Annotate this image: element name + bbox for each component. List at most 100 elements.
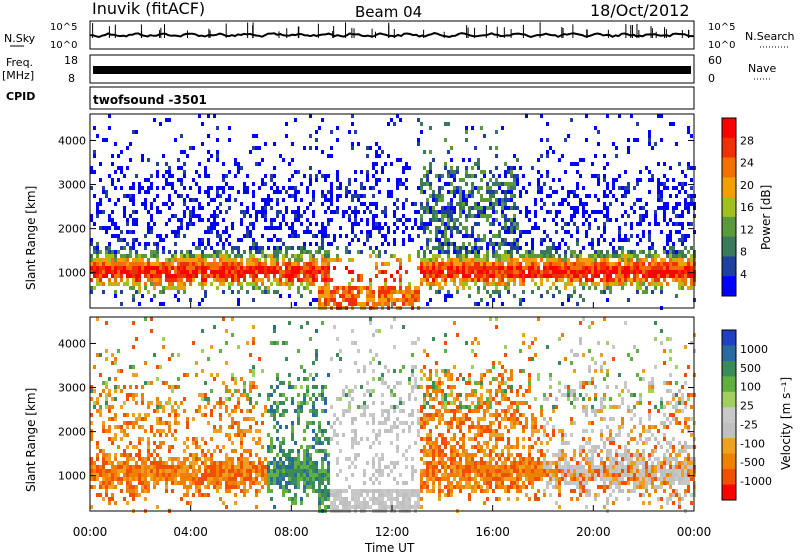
range-cell xyxy=(135,473,138,477)
range-cell xyxy=(282,473,285,477)
range-cell xyxy=(312,274,315,278)
range-cell xyxy=(90,437,93,441)
range-cell xyxy=(399,218,402,222)
range-cell xyxy=(417,138,420,142)
range-cell xyxy=(474,282,477,286)
range-cell xyxy=(117,445,120,449)
range-cell xyxy=(231,278,234,282)
range-cell xyxy=(90,421,93,425)
range-cell xyxy=(651,258,654,262)
range-cell xyxy=(660,266,663,270)
range-cell xyxy=(318,477,321,481)
range-cell xyxy=(399,158,402,162)
range-cell xyxy=(228,425,231,429)
range-cell xyxy=(363,497,366,501)
range-cell xyxy=(222,501,225,505)
range-cell xyxy=(603,226,606,230)
range-cell xyxy=(321,441,324,445)
range-cell xyxy=(627,270,630,274)
range-cell xyxy=(300,497,303,501)
range-cell xyxy=(564,286,567,290)
range-cell xyxy=(561,258,564,262)
range-cell xyxy=(366,461,369,465)
range-cell xyxy=(105,477,108,481)
range-cell xyxy=(183,150,186,154)
range-cell xyxy=(216,373,219,377)
range-cell xyxy=(444,162,447,166)
range-cell xyxy=(384,493,387,497)
range-cell xyxy=(129,250,132,254)
range-cell xyxy=(486,190,489,194)
range-cell xyxy=(336,505,339,509)
range-cell xyxy=(159,274,162,278)
range-cell xyxy=(567,246,570,250)
range-cell xyxy=(591,278,594,282)
range-cell xyxy=(639,222,642,226)
ytick-label: 1000 xyxy=(58,267,86,280)
range-cell xyxy=(231,481,234,485)
range-cell xyxy=(297,377,300,381)
range-cell xyxy=(246,469,249,473)
range-cell xyxy=(204,254,207,258)
range-cell xyxy=(219,497,222,501)
range-cell xyxy=(564,138,567,142)
range-cell xyxy=(645,270,648,274)
range-cell xyxy=(252,469,255,473)
range-cell xyxy=(675,278,678,282)
range-cell xyxy=(573,254,576,258)
range-cell xyxy=(411,385,414,389)
range-cell xyxy=(276,341,279,345)
range-cell xyxy=(237,270,240,274)
range-cell xyxy=(552,150,555,154)
range-cell xyxy=(399,401,402,405)
range-cell xyxy=(324,457,327,461)
range-cell xyxy=(414,365,417,369)
range-cell xyxy=(240,202,243,206)
range-cell xyxy=(588,262,591,266)
range-cell xyxy=(204,465,207,469)
range-cell xyxy=(246,461,249,465)
range-cell xyxy=(339,302,342,306)
range-cell xyxy=(507,290,510,294)
range-cell xyxy=(285,481,288,485)
range-cell xyxy=(468,294,471,298)
range-cell xyxy=(153,262,156,266)
range-cell xyxy=(138,425,141,429)
range-cell xyxy=(657,194,660,198)
range-cell xyxy=(318,286,321,290)
range-cell xyxy=(255,453,258,457)
range-cell xyxy=(336,457,339,461)
range-cell xyxy=(189,218,192,222)
range-cell xyxy=(387,465,390,469)
range-cell xyxy=(246,234,249,238)
range-cell xyxy=(156,453,159,457)
range-cell xyxy=(153,353,156,357)
range-cell xyxy=(327,290,330,294)
range-cell xyxy=(597,242,600,246)
range-cell xyxy=(279,473,282,477)
range-cell xyxy=(219,210,222,214)
range-cell xyxy=(147,242,150,246)
range-cell xyxy=(276,473,279,477)
range-cell xyxy=(603,254,606,258)
range-cell xyxy=(648,142,651,146)
range-cell xyxy=(108,278,111,282)
range-cell xyxy=(462,266,465,270)
range-cell xyxy=(147,178,150,182)
range-cell xyxy=(447,238,450,242)
range-cell xyxy=(153,242,156,246)
range-cell xyxy=(411,353,414,357)
range-cell xyxy=(246,190,249,194)
range-cell xyxy=(105,246,108,250)
range-cell xyxy=(132,445,135,449)
range-cell xyxy=(222,266,225,270)
range-cell xyxy=(315,234,318,238)
range-cell xyxy=(186,473,189,477)
range-cell xyxy=(108,242,111,246)
range-cell xyxy=(126,146,129,150)
range-cell xyxy=(678,262,681,266)
range-cell xyxy=(192,210,195,214)
range-cell xyxy=(159,461,162,465)
range-cell xyxy=(264,262,267,266)
range-cell xyxy=(321,465,324,469)
